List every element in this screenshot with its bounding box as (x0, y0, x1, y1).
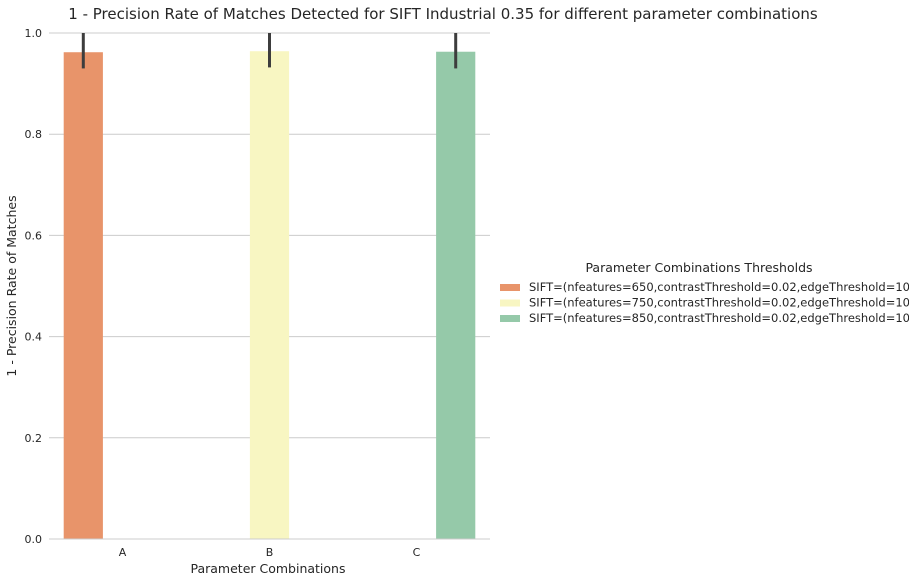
bars (63, 51, 476, 540)
x-tick-labels: A B C (119, 546, 421, 559)
bar (436, 51, 476, 540)
y-tick-label: 0.4 (25, 331, 43, 344)
y-tick-label: 0.8 (25, 128, 43, 141)
error-bars (81, 33, 458, 69)
legend-swatch (500, 284, 520, 291)
y-tick-label: 0.2 (25, 432, 43, 445)
y-tick-label: 0.6 (25, 229, 43, 242)
legend-swatch (500, 315, 520, 322)
legend-title: Parameter Combinations Thresholds (585, 260, 812, 275)
legend-swatch (500, 299, 520, 307)
legend-label: SIFT=(nfeatures=650,contrastThreshold=0.… (529, 280, 909, 294)
bar (63, 52, 103, 540)
y-tick-label: 0.0 (25, 533, 43, 546)
bar (249, 51, 290, 539)
x-tick-label: B (266, 546, 274, 559)
x-tick-label: A (119, 546, 127, 559)
legend-label: SIFT=(nfeatures=850,contrastThreshold=0.… (529, 311, 909, 325)
y-axis-label: 1 - Precision Rate of Matches (4, 195, 19, 376)
legend-label: SIFT=(nfeatures=750,contrastThreshold=0.… (529, 296, 909, 310)
x-tick-label: C (413, 546, 421, 559)
legend: Parameter Combinations Thresholds SIFT=(… (500, 260, 909, 325)
chart-title: 1 - Precision Rate of Matches Detected f… (68, 5, 818, 23)
y-tick-labels: 0.0 0.2 0.4 0.6 0.8 1.0 (25, 27, 43, 546)
x-axis-label: Parameter Combinations (190, 561, 345, 576)
y-tick-label: 1.0 (25, 27, 43, 40)
